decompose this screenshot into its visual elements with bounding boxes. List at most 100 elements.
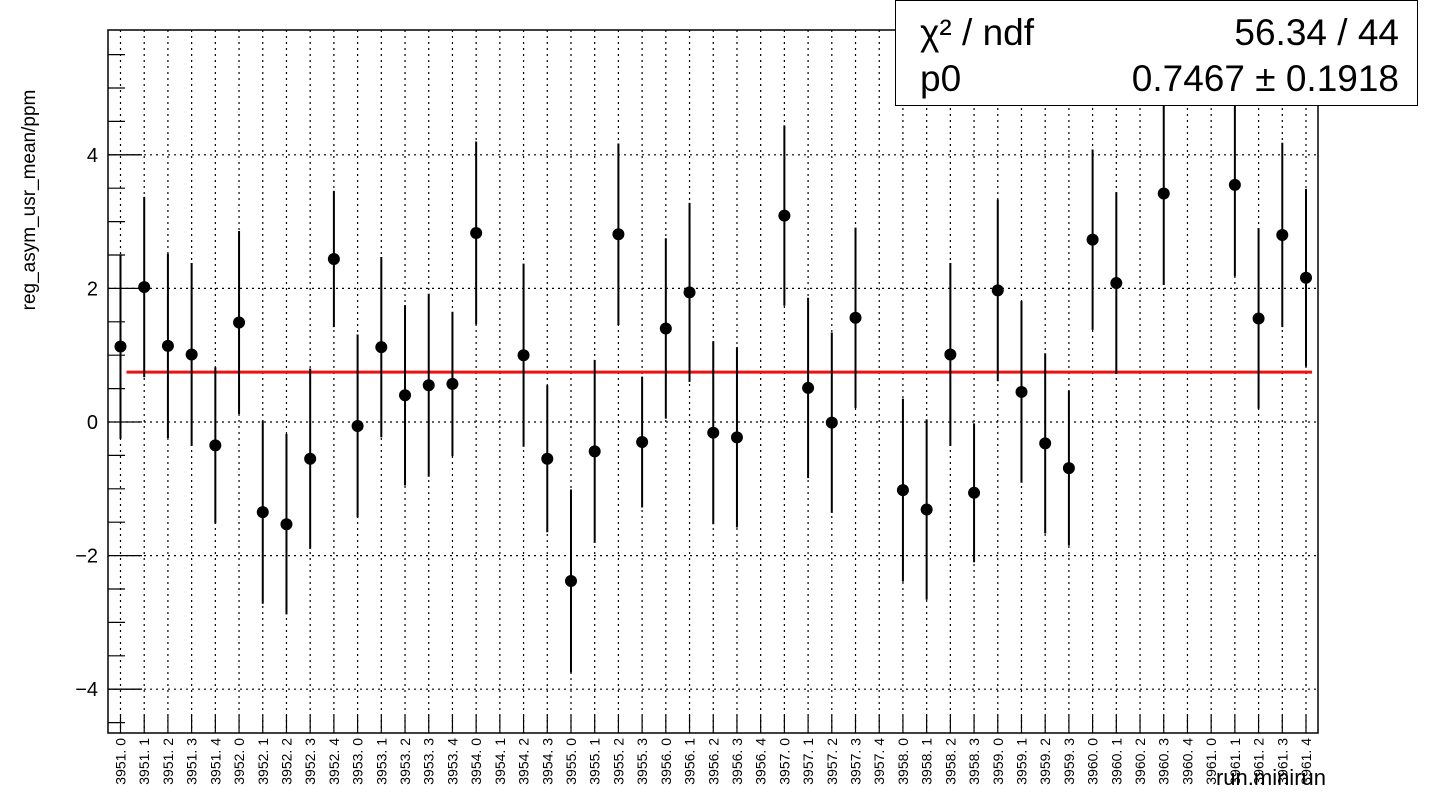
y-tick-labels: −4 −2 0 2 4	[75, 145, 98, 701]
x-tick-label: 3954. 1	[492, 738, 508, 785]
data-point	[375, 341, 388, 354]
data-point	[849, 311, 862, 324]
x-tick-label: 3951. 0	[113, 738, 129, 785]
x-tick-label: 3957. 3	[848, 738, 864, 785]
data-point	[138, 281, 151, 294]
x-tick-label: 3961. 1	[1227, 738, 1243, 785]
data-point	[564, 574, 577, 587]
data-point	[1300, 271, 1312, 284]
chi2-row: χ² / ndf 56.34 / 44	[920, 11, 1399, 55]
x-tick-label: 3955. 1	[587, 738, 603, 785]
x-tick-label: 3955. 3	[634, 738, 650, 785]
y-tick-label: 2	[87, 278, 98, 300]
data-point	[185, 348, 198, 361]
y-tick-label: 4	[87, 145, 98, 167]
data-point	[825, 416, 838, 429]
x-tick-label: 3959. 2	[1037, 738, 1053, 785]
x-tick-label: 3952. 3	[302, 738, 318, 785]
x-tick-label: 3952. 4	[326, 738, 342, 785]
x-tick-label: 3961. 4	[1298, 738, 1314, 785]
data-point	[280, 518, 293, 531]
y-tick-label: 0	[87, 412, 98, 434]
x-tick-label: 3960. 4	[1179, 738, 1195, 785]
x-tick-label: 3960. 3	[1156, 738, 1172, 785]
data-point	[422, 379, 435, 392]
x-tick-label: 3958. 3	[966, 738, 982, 785]
data-point	[1110, 277, 1123, 290]
data-point	[1228, 178, 1241, 191]
data-point	[304, 452, 317, 465]
data-point	[1252, 312, 1265, 325]
x-tick-label: 3954. 0	[468, 738, 484, 785]
x-tick-label: 3956. 2	[705, 738, 721, 785]
x-tick-label: 3961. 0	[1203, 738, 1219, 785]
data-point	[707, 426, 720, 439]
x-tick-label: 3954. 3	[539, 738, 555, 785]
p0-label: p0	[920, 58, 962, 99]
x-tick-label: 3956. 0	[658, 738, 674, 785]
x-tick-label: 3956. 4	[753, 738, 769, 785]
x-tick-label: 3955. 0	[563, 738, 579, 785]
data-point	[399, 389, 412, 402]
data-point	[1086, 233, 1099, 246]
data-point	[588, 445, 601, 458]
data-point	[114, 340, 127, 353]
x-tick-label: 3958. 1	[919, 738, 935, 785]
x-tick-label: 3957. 4	[871, 738, 887, 785]
x-tick-label: 3959. 3	[1061, 738, 1077, 785]
data-point	[896, 484, 909, 497]
data-point	[161, 339, 174, 352]
x-tick-label: 3952. 0	[231, 738, 247, 785]
x-tick-label: 3951. 3	[184, 738, 200, 785]
data-point	[517, 349, 530, 362]
x-tick-label: 3956. 1	[682, 738, 698, 785]
data-point	[446, 377, 459, 390]
x-tick-label: 3961. 2	[1251, 738, 1267, 785]
x-tick-label: 3960. 0	[1085, 738, 1101, 785]
x-tick-label: 3953. 1	[373, 738, 389, 785]
data-point	[351, 420, 364, 433]
x-tick-label: 3953. 4	[444, 738, 460, 785]
x-tick-label: 3951. 4	[207, 738, 223, 785]
x-tick-label: 3955. 2	[610, 738, 626, 785]
y-axis-label: reg_asym_usr_mean/ppm	[19, 89, 40, 311]
data-point	[470, 226, 483, 239]
x-tick-label: 3956. 3	[729, 738, 745, 785]
data-point	[1276, 228, 1289, 241]
data-point	[991, 284, 1004, 297]
data-point	[802, 381, 815, 394]
data-point	[778, 209, 791, 222]
p0-value: 0.7467 ± 0.1918	[1131, 58, 1399, 99]
data-point	[1157, 187, 1170, 200]
data-point	[659, 322, 672, 335]
x-tick-label: 3954. 2	[516, 738, 532, 785]
data-point	[233, 316, 246, 329]
data-point	[1039, 437, 1052, 450]
x-tick-label: 3960. 2	[1132, 738, 1148, 785]
x-tick-label: 3961. 3	[1274, 738, 1290, 785]
data-point	[327, 253, 340, 266]
data-point	[612, 228, 625, 241]
data-point	[256, 506, 269, 519]
x-tick-label: 3957. 1	[800, 738, 816, 785]
x-tick-label: 3958. 0	[895, 738, 911, 785]
x-tick-label: 3957. 0	[776, 738, 792, 785]
x-tick-label: 3952. 1	[255, 738, 271, 785]
data-point	[968, 486, 981, 499]
axis-ticks	[108, 53, 1307, 733]
data-point	[730, 431, 743, 444]
x-tick-label: 3959. 0	[990, 738, 1006, 785]
data-point	[209, 439, 222, 452]
data-point	[944, 348, 957, 361]
x-tick-label: 3960. 1	[1108, 738, 1124, 785]
x-tick-label: 3959. 1	[1013, 738, 1029, 785]
x-tick-label: 3953. 0	[350, 738, 366, 785]
y-tick-label: −2	[75, 546, 98, 568]
chi2-value: 56.34 / 44	[1234, 12, 1399, 53]
data-point	[636, 436, 649, 449]
x-tick-label: 3951. 2	[160, 738, 176, 785]
y-tick-label: −4	[75, 679, 98, 701]
data-point	[683, 286, 696, 299]
chi2-label: χ² / ndf	[920, 12, 1035, 53]
x-axis-label: run.minirun	[1215, 765, 1326, 790]
